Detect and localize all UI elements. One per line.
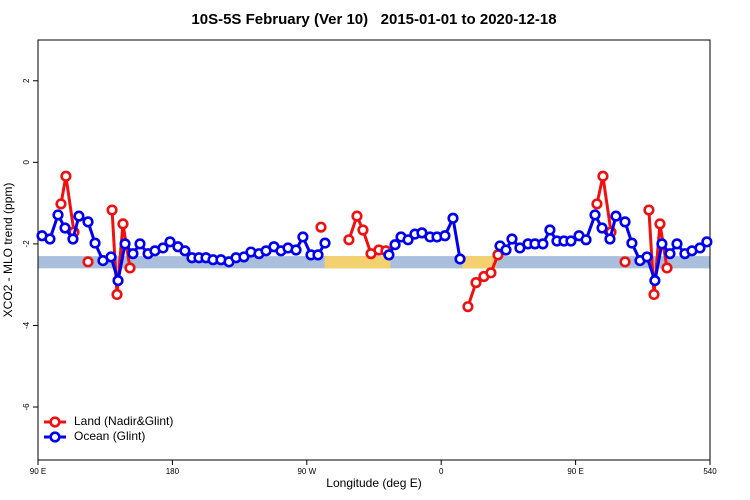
data-point	[661, 262, 673, 274]
data-point	[343, 234, 355, 246]
data-point	[59, 222, 71, 234]
data-point	[157, 242, 169, 254]
data-point	[112, 274, 124, 287]
x-tick-label: 90 W	[297, 467, 316, 476]
data-point	[447, 212, 459, 224]
land-span	[324, 256, 391, 269]
y-tick-label: 2	[22, 78, 31, 83]
data-point	[649, 274, 661, 287]
x-tick-label: 180	[166, 467, 180, 476]
data-point	[643, 204, 655, 216]
x-tick-label: 540	[703, 467, 717, 476]
y-tick-label: -6	[22, 403, 31, 411]
data-point	[648, 288, 660, 301]
data-point	[596, 222, 608, 234]
data-point	[537, 238, 549, 250]
data-point	[179, 245, 191, 257]
data-point	[619, 256, 631, 268]
data-point	[485, 267, 497, 279]
data-point	[654, 218, 666, 230]
data-point	[67, 233, 79, 245]
data-point	[105, 251, 117, 263]
data-point	[500, 244, 512, 256]
data-point	[89, 237, 101, 249]
data-point	[671, 238, 683, 250]
data-point	[389, 239, 401, 251]
chart-title: 10S-5S February (Ver 10) 2015-01-01 to 2…	[191, 11, 556, 28]
data-point	[619, 216, 631, 228]
data-point	[290, 244, 302, 256]
legend-marker	[49, 416, 61, 428]
data-point	[82, 256, 94, 268]
data-point	[127, 248, 139, 260]
y-tick-label: 0	[22, 160, 31, 165]
land-span	[462, 256, 497, 269]
x-axis-label: Longitude (deg E)	[326, 476, 421, 490]
data-point	[664, 248, 676, 260]
data-point	[60, 170, 72, 182]
data-point	[565, 235, 577, 247]
data-point	[656, 238, 668, 250]
data-point	[44, 233, 56, 245]
y-tick-label: -4	[22, 321, 31, 329]
data-point	[111, 288, 123, 301]
data-point	[117, 218, 129, 230]
data-point	[462, 301, 474, 313]
data-point	[73, 210, 85, 222]
data-point	[312, 249, 324, 261]
data-point	[604, 233, 616, 245]
x-tick-label: 90 E	[30, 467, 46, 476]
data-point	[454, 253, 466, 265]
data-point	[124, 262, 136, 274]
data-point	[402, 234, 414, 246]
data-point	[52, 209, 64, 221]
data-point	[610, 210, 622, 222]
plot-frame	[37, 39, 711, 461]
data-point	[319, 237, 331, 249]
data-point	[55, 198, 67, 210]
data-point	[641, 251, 653, 263]
data-point	[580, 234, 592, 246]
y-axis-label: XCO2 - MLO trend (ppm)	[1, 183, 15, 318]
data-point	[119, 238, 131, 250]
data-point	[357, 224, 369, 236]
data-point	[164, 236, 176, 248]
y-tick-label: -2	[22, 240, 31, 248]
data-point	[106, 204, 118, 216]
data-point	[544, 224, 556, 236]
data-point	[694, 242, 706, 254]
data-point	[589, 209, 601, 221]
data-point	[597, 170, 609, 182]
data-point	[470, 277, 482, 289]
data-point	[591, 198, 603, 210]
data-point	[297, 231, 309, 243]
data-point	[82, 216, 94, 228]
data-point	[315, 221, 327, 233]
legend-marker	[49, 431, 61, 443]
data-point	[383, 249, 395, 261]
legend-label: Ocean (Glint)	[74, 429, 145, 443]
data-point	[506, 233, 518, 245]
data-point	[626, 237, 638, 249]
data-point	[439, 230, 451, 242]
data-point	[351, 210, 363, 222]
data-point	[701, 236, 713, 248]
x-tick-label: 90 E	[567, 467, 583, 476]
legend-label: Land (Nadir&Glint)	[74, 414, 173, 428]
data-point	[134, 238, 146, 250]
x-tick-label: 0	[439, 467, 444, 476]
